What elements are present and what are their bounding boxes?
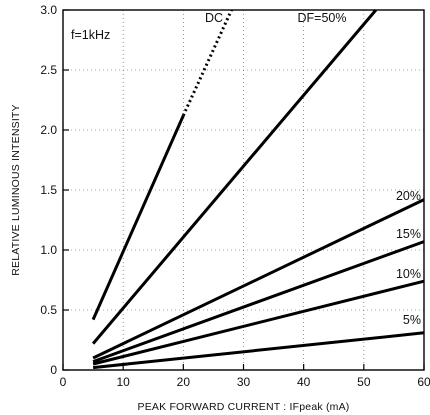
y-tick-label: 1.0 bbox=[40, 243, 57, 257]
series-label-dc: DC bbox=[205, 11, 223, 25]
series-line-df-50- bbox=[91, 9, 378, 345]
x-axis-title: PEAK FORWARD CURRENT : IFpeak (mA) bbox=[138, 401, 350, 413]
y-tick-label: 2.5 bbox=[40, 63, 57, 77]
x-tick-labels: 0 10 20 30 40 50 60 bbox=[60, 375, 430, 389]
x-tick-label: 60 bbox=[417, 375, 430, 389]
x-tick-label: 0 bbox=[60, 375, 67, 389]
series-label-df-50-: DF=50% bbox=[298, 11, 347, 25]
series-line-5- bbox=[92, 331, 425, 370]
series-label-15-: 15% bbox=[396, 227, 421, 241]
series-line-10- bbox=[92, 279, 425, 366]
series-extension-dc bbox=[181, 9, 233, 117]
series-labels: DC DF=50% 20% 15% 10% 5% bbox=[205, 11, 421, 327]
tick-marks bbox=[62, 9, 425, 371]
x-tick-label: 10 bbox=[116, 375, 130, 389]
series-label-5-: 5% bbox=[403, 313, 421, 327]
y-tick-label: 3.0 bbox=[40, 3, 57, 17]
y-tick-label: 1.5 bbox=[40, 183, 57, 197]
series-line-15- bbox=[92, 240, 425, 364]
x-tick-label: 50 bbox=[357, 375, 371, 389]
series-line-dc bbox=[91, 114, 185, 321]
series-label-20-: 20% bbox=[396, 189, 421, 203]
y-tick-labels: 0 0.5 1.0 1.5 2.0 2.5 3.0 bbox=[40, 3, 57, 377]
y-tick-label: 2.0 bbox=[40, 123, 57, 137]
series-line-20- bbox=[92, 198, 425, 360]
frequency-annotation: f=1kHz bbox=[71, 28, 110, 42]
x-tick-label: 40 bbox=[297, 375, 311, 389]
y-tick-label: 0.5 bbox=[40, 303, 57, 317]
y-axis-title: RELATIVE LUMINOUS INTENSITY bbox=[10, 104, 22, 275]
x-tick-label: 30 bbox=[237, 375, 251, 389]
x-tick-label: 20 bbox=[177, 375, 191, 389]
y-tick-label: 0 bbox=[50, 363, 57, 377]
series-lines bbox=[91, 9, 425, 370]
series-label-10-: 10% bbox=[396, 267, 421, 281]
